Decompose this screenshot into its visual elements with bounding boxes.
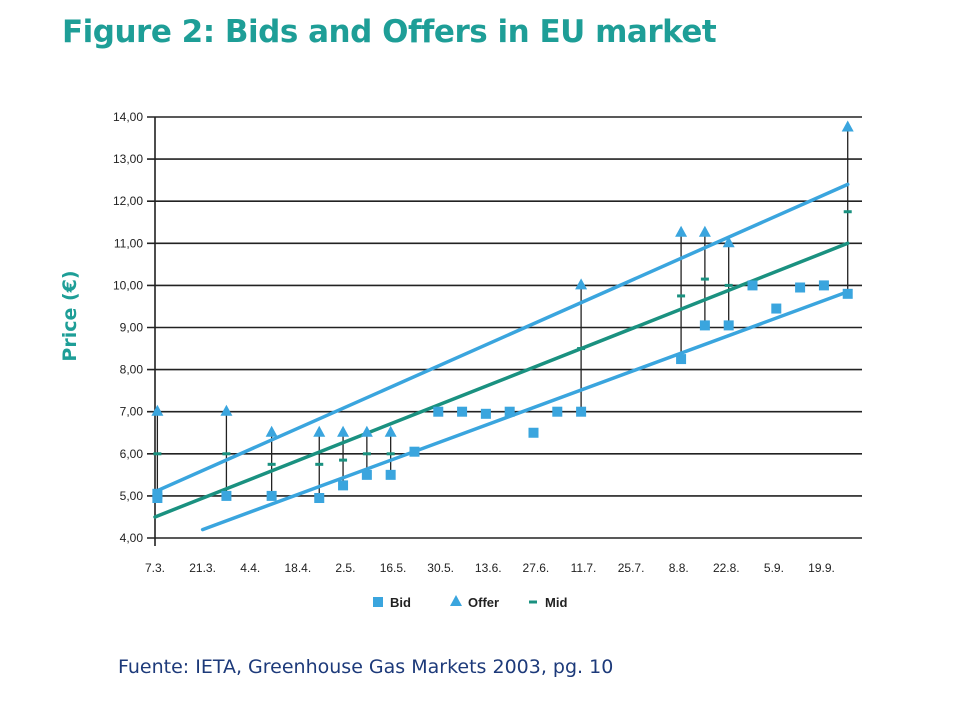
offer-point <box>722 236 735 248</box>
bid-point <box>221 490 232 501</box>
legend-mid-marker <box>529 600 537 604</box>
y-tick-label: 6,00 <box>120 447 144 461</box>
mid-point <box>577 347 586 351</box>
offer-point <box>698 225 711 237</box>
y-tick-labels: 4,00 5,00 6,00 7,00 8,00 9,00 10,00 11,00 12,00 1… <box>113 110 143 545</box>
trendline-bid <box>200 289 850 532</box>
grid-lines <box>147 116 862 546</box>
y-tick-label: 11,00 <box>114 236 143 250</box>
offer-point <box>151 404 164 416</box>
bid-point <box>409 446 420 457</box>
trendline-offer <box>153 182 850 494</box>
bid-point <box>771 303 782 314</box>
offer-point <box>384 425 397 437</box>
offer-point <box>841 120 854 132</box>
x-tick-labels: 7.3. 21.3. 4.4. 18.4. 2.5. 16.5. 30.5. 13.6. 27.… <box>145 561 835 575</box>
offer-point <box>675 225 688 237</box>
bid-point <box>842 288 853 299</box>
mid-point <box>724 283 733 287</box>
y-tick-label: 5,00 <box>120 489 144 503</box>
y-tick-label: 9,00 <box>120 321 144 335</box>
mid-point <box>153 452 162 456</box>
x-tick-label: 5.9. <box>764 561 784 575</box>
mid-point <box>339 458 348 462</box>
bid-offer-ranges <box>156 127 849 499</box>
y-tick-label: 13,00 <box>113 152 143 166</box>
x-tick-label: 30.5. <box>427 561 454 575</box>
mid-point <box>362 452 371 456</box>
y-tick-label: 10,00 <box>113 278 143 292</box>
y-axis-label: Price (€) <box>59 270 81 361</box>
legend-offer-label: Offer <box>468 595 499 610</box>
offer-point <box>360 425 373 437</box>
bid-point <box>480 408 491 419</box>
legend-offer-marker <box>450 595 462 606</box>
source-note: Fuente: IETA, Greenhouse Gas Markets 200… <box>118 656 614 678</box>
legend: Bid Offer Mid <box>373 595 567 610</box>
legend-bid-label: Bid <box>390 595 411 610</box>
x-tick-label: 22.8. <box>713 561 740 575</box>
y-tick-label: 7,00 <box>120 405 144 419</box>
bid-point <box>818 280 829 291</box>
bid-point <box>314 493 325 504</box>
bids-offers-chart: 4,00 5,00 6,00 7,00 8,00 9,00 10,00 11,00 12,00 1… <box>59 110 862 610</box>
trendline-mid <box>153 241 850 519</box>
legend-bid-marker <box>373 597 383 607</box>
bid-point <box>552 406 563 417</box>
bid-point <box>699 320 710 331</box>
data-points <box>151 120 854 504</box>
bid-point <box>504 406 515 417</box>
mid-point <box>267 462 276 466</box>
x-tick-label: 4.4. <box>240 561 260 575</box>
bid-point <box>433 406 444 417</box>
x-tick-label: 25.7. <box>618 561 645 575</box>
x-tick-label: 7.3. <box>145 561 165 575</box>
x-tick-label: 11.7. <box>571 561 597 575</box>
bid-point <box>676 354 687 365</box>
legend-mid-label: Mid <box>545 595 567 610</box>
bid-point <box>457 406 468 417</box>
offer-point <box>337 425 350 437</box>
bid-point <box>747 280 758 291</box>
x-tick-label: 18.4. <box>284 561 311 575</box>
y-tick-label: 12,00 <box>113 194 143 208</box>
bid-point <box>795 282 806 293</box>
mid-point <box>700 277 709 281</box>
mid-point <box>315 462 324 466</box>
x-tick-label: 27.6. <box>523 561 550 575</box>
bid-point <box>723 320 734 331</box>
bid-point <box>152 488 163 499</box>
x-tick-label: 2.5. <box>335 561 355 575</box>
x-tick-label: 19.9. <box>808 561 835 575</box>
mid-point <box>222 452 231 456</box>
mid-point <box>843 210 852 214</box>
mid-point <box>386 452 395 456</box>
offer-point <box>265 425 278 437</box>
bid-point <box>528 427 539 438</box>
mid-point <box>677 294 686 298</box>
bid-point <box>576 406 587 417</box>
x-tick-label: 13.6. <box>475 561 502 575</box>
trendlines <box>153 182 850 532</box>
y-tick-label: 14,00 <box>113 110 143 124</box>
chart-title: Figure 2: Bids and Offers in EU market <box>62 14 717 50</box>
offer-point <box>220 404 233 416</box>
x-tick-label: 16.5. <box>380 561 407 575</box>
y-tick-label: 8,00 <box>120 363 144 377</box>
y-tick-label: 4,00 <box>120 531 144 545</box>
bid-point <box>361 469 372 480</box>
offer-point <box>575 278 588 290</box>
bid-point <box>266 490 277 501</box>
x-tick-label: 21.3. <box>189 561 216 575</box>
x-tick-label: 8.8. <box>669 561 689 575</box>
bid-point <box>385 469 396 480</box>
offer-point <box>313 425 326 437</box>
bid-point <box>338 480 349 491</box>
